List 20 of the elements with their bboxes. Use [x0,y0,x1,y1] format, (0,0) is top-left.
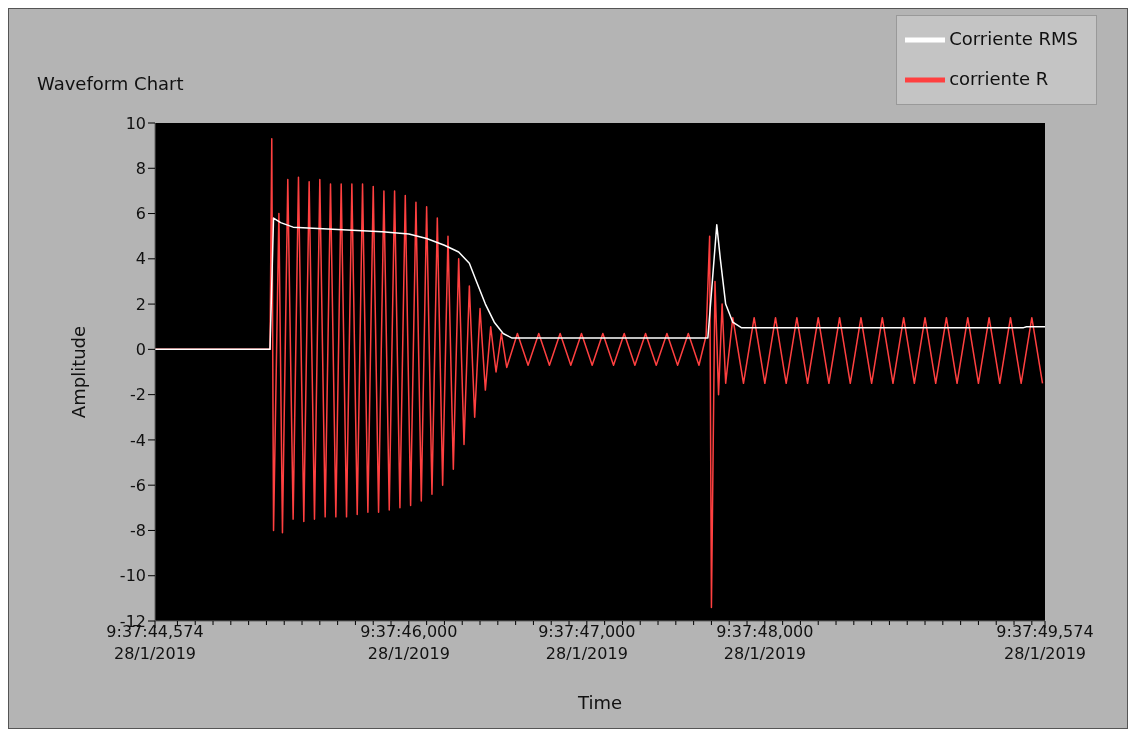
y-tick-label: -4 [130,430,146,450]
y-axis-title: Amplitude [68,325,90,419]
x-tick-label: 9:37:46,000 28/1/2019 [360,622,458,663]
y-tick-label: 8 [135,158,146,178]
y-tick-label: -8 [130,521,146,541]
x-axis-title: Time [576,692,623,713]
y-tick-label: -2 [130,385,146,405]
y-tick-label: -6 [130,475,146,495]
x-tick-label: 9:37:49,574 28/1/2019 [996,622,1094,663]
chart-title: Waveform Chart [37,73,184,94]
x-tick-label: 9:37:47,000 28/1/2019 [538,622,636,663]
y-tick-label: 6 [135,204,146,224]
legend-label: Corriente RMS [949,27,1078,49]
y-tick-label: -10 [119,566,146,586]
y-tick-label: 2 [135,294,146,314]
legend-label: corriente R [949,67,1049,89]
x-tick-label: 9:37:48,000 28/1/2019 [716,622,814,663]
y-tick-label: 10 [125,113,146,133]
y-tick-label: 0 [135,340,146,360]
y-tick-label: 4 [135,249,146,269]
